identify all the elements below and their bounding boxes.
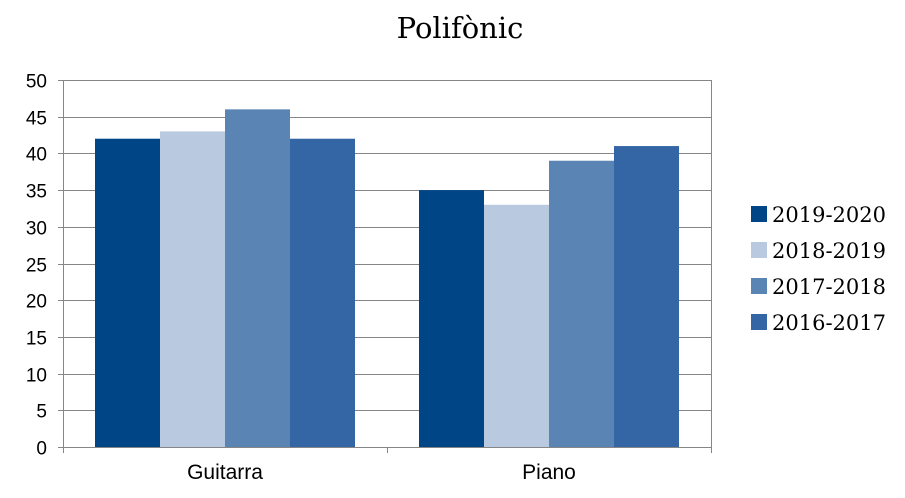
bar-guitarra-2018-2019 xyxy=(160,131,225,447)
y-tick-label: 0 xyxy=(36,439,47,460)
legend-swatch-2019-2020 xyxy=(751,206,767,222)
y-tick-label: 5 xyxy=(36,402,47,423)
legend-label: 2018-2019 xyxy=(772,239,886,263)
x-category-label: Piano xyxy=(522,461,576,484)
chart-title: Polifònic xyxy=(397,11,524,45)
legend-swatch-2017-2018 xyxy=(751,278,767,294)
legend: 2019-2020 2018-2019 2017-2018 2016-2017 xyxy=(751,203,886,335)
axis-layer: 0 5 10 15 20 25 30 35 40 45 50 Guitarra Piano xyxy=(26,72,712,484)
bar-piano-2016-2017 xyxy=(614,146,679,447)
y-tick-label: 10 xyxy=(26,366,47,387)
bar-piano-2019-2020 xyxy=(419,190,484,447)
legend-label: 2016-2017 xyxy=(772,311,886,335)
bar-guitarra-2019-2020 xyxy=(95,138,160,447)
y-tick-label: 50 xyxy=(26,72,47,93)
y-tick-label: 20 xyxy=(26,292,47,313)
x-category-label: Guitarra xyxy=(187,461,263,484)
bars-layer xyxy=(95,109,679,448)
bar-guitarra-2017-2018 xyxy=(225,109,290,448)
legend-label: 2019-2020 xyxy=(772,203,886,227)
legend-swatch-2018-2019 xyxy=(751,242,767,258)
bar-piano-2018-2019 xyxy=(484,204,549,447)
y-tick-label: 35 xyxy=(26,182,47,203)
y-tick-label: 15 xyxy=(26,329,47,350)
y-tick-label: 40 xyxy=(26,145,47,166)
y-tick-label: 45 xyxy=(26,109,47,130)
y-tick-label: 25 xyxy=(26,256,47,277)
bar-guitarra-2016-2017 xyxy=(290,138,355,447)
y-tick-label: 30 xyxy=(26,219,47,240)
bar-piano-2017-2018 xyxy=(549,160,614,448)
legend-label: 2017-2018 xyxy=(772,275,886,299)
legend-swatch-2016-2017 xyxy=(751,314,767,330)
